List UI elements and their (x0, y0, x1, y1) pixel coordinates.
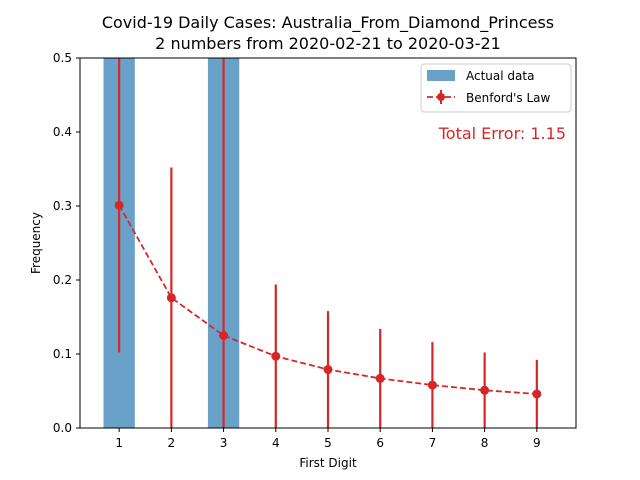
benford-point-9 (532, 389, 542, 399)
x-tick-label-9: 9 (533, 436, 541, 450)
y-tick-label-0.1: 0.1 (53, 347, 72, 361)
y-tick-label-0.3: 0.3 (53, 199, 72, 213)
y-tick-label-0.5: 0.5 (53, 51, 72, 65)
y-tick-label-0.2: 0.2 (53, 273, 72, 287)
legend-swatch-actual (427, 70, 455, 81)
x-tick-label-1: 1 (115, 436, 123, 450)
benford-point-1 (114, 200, 124, 210)
benford-point-7 (427, 380, 437, 390)
x-axis-label: First Digit (299, 456, 357, 470)
y-ticks: 0.0 0.1 0.2 0.3 0.4 0.5 (53, 51, 80, 435)
x-tick-label-6: 6 (376, 436, 384, 450)
legend-label-benford: Benford's Law (466, 91, 551, 105)
benford-point-8 (480, 385, 490, 395)
x-tick-label-8: 8 (481, 436, 489, 450)
total-error-annotation: Total Error: 1.15 (438, 124, 566, 143)
x-ticks: 1 2 3 4 5 6 7 8 9 (115, 428, 541, 450)
legend-label-actual: Actual data (466, 69, 534, 83)
x-tick-label-5: 5 (324, 436, 332, 450)
x-tick-label-3: 3 (220, 436, 228, 450)
chart-title-line1: Covid-19 Daily Cases: Australia_From_Dia… (102, 13, 554, 33)
legend: Actual data Benford's Law (420, 63, 572, 113)
x-tick-label-2: 2 (168, 436, 176, 450)
benford-points (114, 200, 542, 399)
benford-point-2 (166, 293, 176, 303)
chart-title-line2: 2 numbers from 2020-02-21 to 2020-03-21 (155, 34, 501, 53)
y-axis-label: Frequency (29, 212, 43, 274)
y-tick-label-0.4: 0.4 (53, 125, 72, 139)
x-tick-label-4: 4 (272, 436, 280, 450)
legend-swatch-benford-marker (437, 93, 445, 101)
x-tick-label-7: 7 (429, 436, 437, 450)
legend-box (420, 63, 572, 113)
benford-point-6 (375, 373, 385, 383)
benford-point-5 (323, 365, 333, 375)
y-tick-label-0.0: 0.0 (53, 421, 72, 435)
benford-point-4 (271, 351, 281, 361)
benford-point-3 (219, 331, 229, 340)
